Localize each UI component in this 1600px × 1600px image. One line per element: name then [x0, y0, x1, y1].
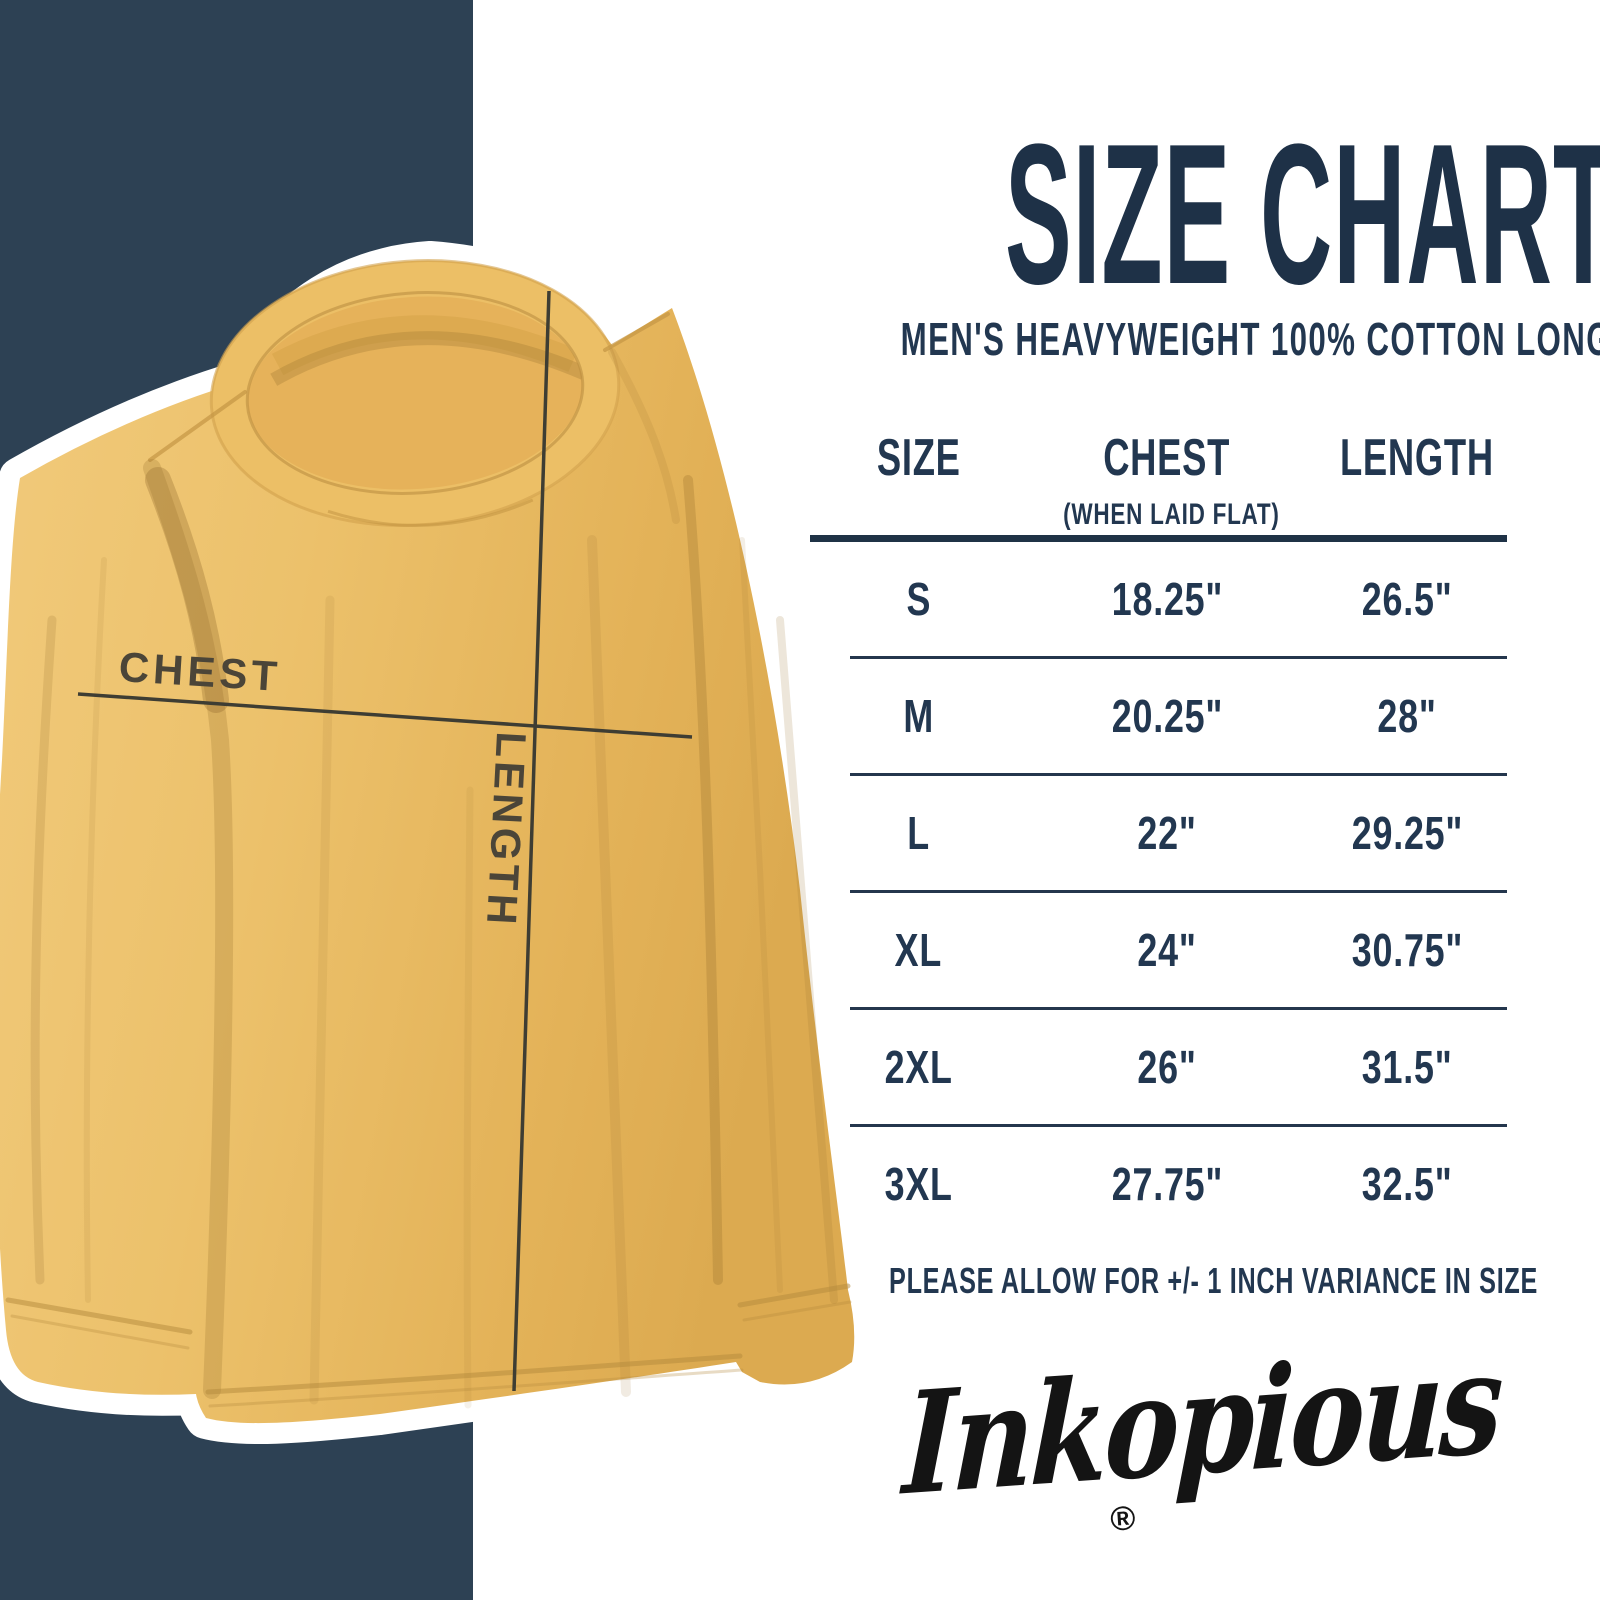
size-table: SIZE CHEST (WHEN LAID FLAT) LENGTH S 18.…	[810, 400, 1507, 1241]
cell-length: 30.75"	[1351, 924, 1463, 976]
table-header-row: SIZE CHEST (WHEN LAID FLAT) LENGTH	[810, 400, 1507, 535]
row-divider	[850, 1124, 1507, 1127]
row-divider	[850, 1007, 1507, 1010]
cell-chest: 27.75"	[1111, 1158, 1223, 1210]
cell-chest: 20.25"	[1111, 690, 1223, 742]
product-subtitle: MEN'S HEAVYWEIGHT 100% COTTON LONG SLEEV…	[900, 313, 1600, 365]
column-header-chest: CHEST (WHEN LAID FLAT)	[1027, 400, 1307, 532]
cell-chest: 26"	[1137, 1041, 1197, 1093]
cell-length: 29.25"	[1351, 807, 1463, 859]
collar	[209, 259, 621, 527]
row-divider	[850, 656, 1507, 659]
table-row: L 22" 29.25"	[810, 776, 1507, 890]
length-measure-line	[512, 290, 551, 1392]
cell-size: 3XL	[884, 1158, 953, 1210]
cell-size: XL	[894, 924, 943, 976]
chest-measure-label: CHEST	[118, 643, 283, 700]
measurement-lines: CHEST LENGTH	[77, 290, 693, 1392]
brand-logo-text: Inkopious	[900, 1320, 1504, 1528]
table-row: 2XL 26" 31.5"	[810, 1010, 1507, 1124]
cell-size: M	[903, 690, 934, 742]
row-divider	[850, 773, 1507, 776]
cell-length: 28"	[1377, 690, 1437, 742]
cell-length: 26.5"	[1361, 573, 1453, 625]
cell-size: S	[906, 573, 931, 625]
cell-size: L	[907, 807, 930, 859]
cell-length: 31.5"	[1361, 1041, 1453, 1093]
table-row: 3XL 27.75" 32.5"	[810, 1127, 1507, 1241]
table-header-rule	[810, 535, 1507, 542]
column-header-length: LENGTH	[1339, 429, 1494, 487]
row-divider	[850, 890, 1507, 893]
page-title: SIZE CHART	[700, 100, 1600, 330]
cell-length: 32.5"	[1361, 1158, 1453, 1210]
cell-size: 2XL	[884, 1041, 953, 1093]
length-measure-label: LENGTH	[478, 731, 535, 930]
column-header-size: SIZE	[876, 429, 961, 487]
table-row: XL 24" 30.75"	[810, 893, 1507, 1007]
column-header-chest-subnote: (WHEN LAID FLAT)	[1063, 498, 1280, 531]
page-title-text: SIZE CHART	[1005, 103, 1600, 326]
table-row: S 18.25" 26.5"	[810, 542, 1507, 656]
shirt-silhouette	[0, 241, 876, 1445]
variance-note: PLEASE ALLOW FOR +/- 1 INCH VARIANCE IN …	[889, 1260, 1539, 1301]
cell-chest: 24"	[1137, 924, 1197, 976]
cell-chest: 22"	[1137, 807, 1197, 859]
fabric-folds	[5, 312, 852, 1409]
chest-measure-line	[77, 692, 693, 739]
table-row: M 20.25" 28"	[810, 659, 1507, 773]
cell-chest: 18.25"	[1111, 573, 1223, 625]
